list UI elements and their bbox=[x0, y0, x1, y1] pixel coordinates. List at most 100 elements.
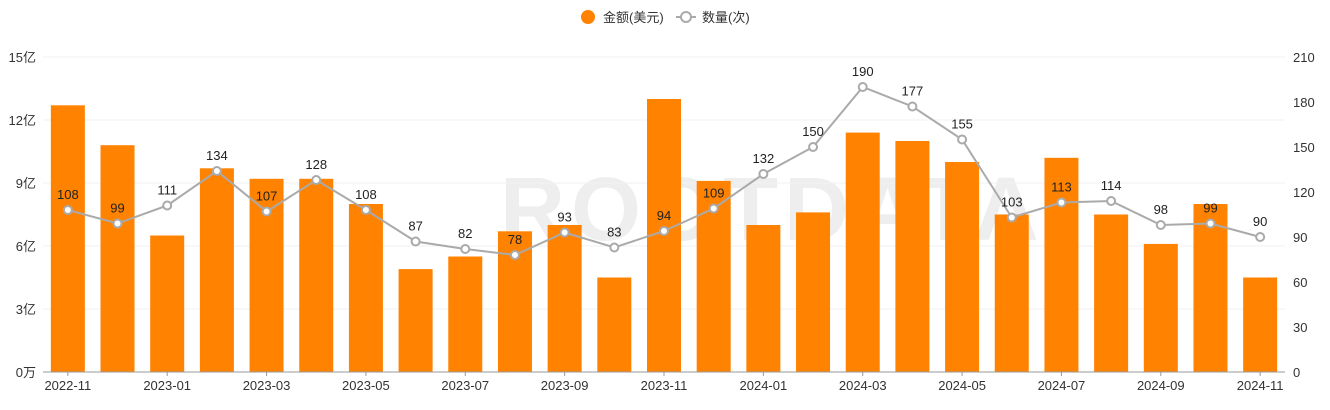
line-data-label: 150 bbox=[802, 124, 824, 139]
line-point[interactable] bbox=[1155, 220, 1166, 230]
line-point[interactable] bbox=[1056, 197, 1067, 208]
line-point[interactable] bbox=[857, 82, 868, 92]
line-data-label: 93 bbox=[557, 210, 571, 225]
line-point[interactable] bbox=[708, 203, 719, 214]
line-data-label: 190 bbox=[852, 64, 874, 79]
legend-count-label: 数量(次) bbox=[702, 10, 750, 25]
line-point[interactable] bbox=[957, 134, 968, 145]
line-data-label: 134 bbox=[206, 148, 228, 163]
line-data-label: 78 bbox=[508, 232, 522, 247]
line-point[interactable] bbox=[410, 236, 421, 247]
line-point[interactable] bbox=[659, 226, 669, 236]
line-data-label: 103 bbox=[1001, 195, 1023, 210]
x-tick-label: 2024-07 bbox=[1038, 378, 1086, 393]
bar[interactable] bbox=[1094, 214, 1129, 373]
bar[interactable] bbox=[845, 132, 880, 372]
bar[interactable] bbox=[796, 212, 831, 372]
bar[interactable] bbox=[199, 168, 234, 372]
x-tick-label: 2024-05 bbox=[938, 378, 986, 393]
y-left-tick-label: 3亿 bbox=[16, 302, 36, 317]
line-point[interactable] bbox=[311, 175, 322, 185]
y-left-tick-label: 9亿 bbox=[16, 176, 36, 191]
line-data-label: 108 bbox=[355, 187, 377, 202]
x-tick-label: 2024-01 bbox=[740, 378, 788, 393]
y-left-tick-label: 12亿 bbox=[9, 113, 36, 128]
bar[interactable] bbox=[398, 269, 433, 372]
y-right-tick-label: 150 bbox=[1293, 140, 1315, 155]
axes: 0万 3亿 6亿 9亿 12亿 15亿 0 30 60 90 120 150 180 210 2022-11… bbox=[9, 50, 1315, 393]
line-data-label: 128 bbox=[305, 157, 327, 172]
y-right-tick-label: 30 bbox=[1293, 320, 1307, 335]
line-data-label: 83 bbox=[607, 225, 621, 240]
line-data-label: 108 bbox=[57, 187, 79, 202]
line-data-label: 155 bbox=[951, 117, 973, 132]
bar[interactable] bbox=[299, 178, 334, 372]
line-point[interactable] bbox=[509, 250, 520, 260]
x-tick-label: 2023-09 bbox=[541, 378, 589, 393]
line-point[interactable] bbox=[609, 242, 620, 253]
bar[interactable] bbox=[547, 225, 582, 372]
y-right-tick-label: 180 bbox=[1293, 95, 1315, 110]
y-left-tick-label: 15亿 bbox=[9, 50, 36, 65]
line-data-label: 87 bbox=[408, 219, 422, 234]
bar[interactable] bbox=[597, 277, 632, 373]
line-data-label: 90 bbox=[1253, 214, 1267, 229]
line-point[interactable] bbox=[112, 218, 123, 229]
x-tick-label: 2024-11 bbox=[1237, 378, 1284, 393]
legend-count-marker bbox=[680, 11, 692, 23]
line-data-label: 111 bbox=[157, 183, 177, 198]
line-point[interactable] bbox=[1255, 232, 1266, 242]
line-data-label: 107 bbox=[256, 189, 278, 204]
line-point[interactable] bbox=[758, 169, 769, 179]
line-point[interactable] bbox=[162, 200, 173, 211]
x-tick-label: 2024-09 bbox=[1137, 378, 1185, 393]
line-point[interactable] bbox=[559, 227, 570, 238]
bar[interactable] bbox=[50, 105, 85, 373]
line-point[interactable] bbox=[460, 244, 471, 254]
bar[interactable] bbox=[1143, 243, 1178, 372]
line-series: 108 99 111 134 107 128 108 87 82 78 93 83 94 109 132 15… bbox=[57, 64, 1267, 260]
line-data-label: 177 bbox=[902, 84, 924, 99]
x-tick-label: 2023-05 bbox=[342, 378, 390, 393]
bar[interactable] bbox=[746, 225, 781, 372]
bar[interactable] bbox=[1193, 204, 1228, 372]
line-data-label: 99 bbox=[110, 201, 124, 216]
bar[interactable] bbox=[448, 256, 483, 373]
line-point[interactable] bbox=[808, 142, 819, 152]
bar[interactable] bbox=[945, 162, 980, 372]
line-point[interactable] bbox=[1205, 218, 1216, 229]
y-right-tick-label: 0 bbox=[1293, 365, 1300, 380]
line-point[interactable] bbox=[1006, 212, 1017, 223]
bar[interactable] bbox=[895, 141, 930, 372]
line-data-label: 113 bbox=[1051, 180, 1072, 195]
line-point[interactable] bbox=[360, 205, 371, 215]
line-point[interactable] bbox=[62, 205, 73, 215]
line-data-label: 82 bbox=[458, 226, 472, 241]
bar[interactable] bbox=[150, 235, 185, 373]
line-data-label: 109 bbox=[703, 186, 725, 201]
bar[interactable] bbox=[348, 204, 383, 372]
x-tick-label: 2023-01 bbox=[143, 378, 191, 393]
line-point[interactable] bbox=[1106, 196, 1117, 206]
legend-amount-marker bbox=[581, 10, 595, 24]
x-tick-label: 2022-11 bbox=[44, 378, 91, 393]
bar[interactable] bbox=[100, 145, 135, 372]
bar-series bbox=[50, 99, 1278, 373]
line-data-label: 132 bbox=[753, 151, 775, 166]
legend[interactable]: 金额(美元) 数量(次) bbox=[581, 10, 750, 25]
y-right-tick-label: 90 bbox=[1293, 230, 1307, 245]
line-point[interactable] bbox=[211, 166, 222, 176]
line-data-label: 99 bbox=[1203, 201, 1217, 216]
bar[interactable] bbox=[1243, 277, 1278, 373]
line-point[interactable] bbox=[261, 206, 272, 217]
y-right-tick-label: 210 bbox=[1293, 50, 1315, 65]
y-right-tick-label: 60 bbox=[1293, 275, 1307, 290]
bar[interactable] bbox=[994, 214, 1029, 373]
line-point[interactable] bbox=[907, 101, 918, 112]
bar[interactable] bbox=[1044, 157, 1079, 372]
line-data-label: 94 bbox=[657, 208, 671, 223]
x-tick-label: 2023-03 bbox=[243, 378, 291, 393]
y-left-tick-label: 0万 bbox=[16, 365, 36, 380]
